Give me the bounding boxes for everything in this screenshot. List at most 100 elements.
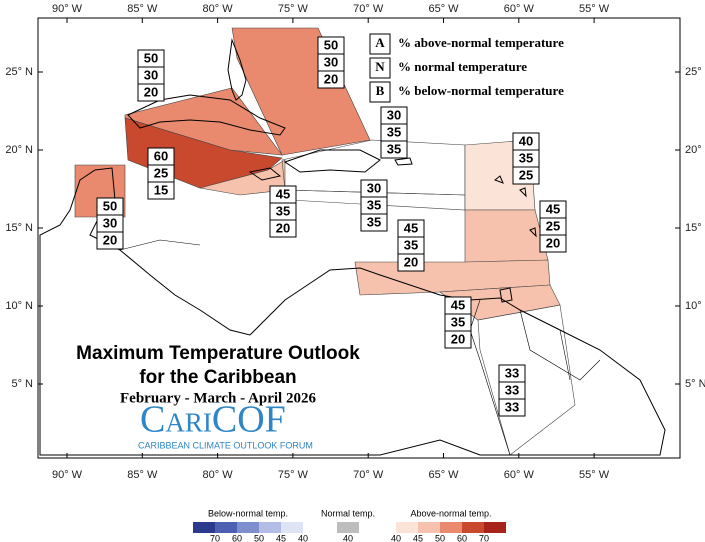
- lat-label: 15° N: [5, 222, 33, 234]
- lon-label: 75° W: [278, 3, 309, 15]
- lon-label: 65° W: [428, 469, 459, 481]
- colorbar-swatch: [484, 522, 506, 533]
- colorbar-tick: 70: [210, 533, 220, 542]
- prob-value: 35: [519, 150, 533, 165]
- prob-box: [444, 330, 472, 349]
- colorbar-tick: 50: [254, 533, 264, 542]
- prob-box: [512, 166, 540, 185]
- key-text: % above-normal temperature: [398, 35, 564, 50]
- key: A % above-normal temperature N % normal tem…: [369, 33, 564, 103]
- lat-label: 10° N: [685, 300, 705, 312]
- logo-subtitle: CARIBBEAN CLIMATE OUTLOOK FORUM: [138, 440, 313, 450]
- lat-label: 25° N: [685, 66, 705, 78]
- prob-box: [380, 140, 408, 159]
- key-text: % below-normal temperature: [398, 83, 564, 98]
- prob-value: 30: [324, 54, 338, 69]
- coastlines: [39, 38, 666, 456]
- prob-box: [539, 234, 567, 253]
- prob-value: 20: [404, 254, 418, 269]
- period: February - March - April 2026: [120, 390, 316, 406]
- prob-value: 35: [276, 203, 290, 218]
- colorbar-tick: 40: [343, 533, 353, 542]
- colorbar-swatch: [259, 522, 281, 533]
- lat-label: 20° N: [685, 144, 705, 156]
- prob-value: 25: [546, 218, 560, 233]
- prob-value: 33: [505, 382, 519, 397]
- prob-box: [397, 253, 425, 272]
- key-box: [369, 33, 391, 55]
- prob-value: 60: [154, 148, 168, 163]
- prob-value: 20: [276, 220, 290, 235]
- prob-value: 30: [387, 107, 401, 122]
- key-text: % normal temperature: [398, 59, 527, 74]
- prob-box: [317, 70, 345, 89]
- lon-label: 80° W: [203, 469, 234, 481]
- prob-value: 20: [103, 232, 117, 247]
- lon-label: 90° W: [52, 3, 83, 15]
- prob-value: 40: [519, 133, 533, 148]
- prob-value: 45: [546, 201, 560, 216]
- logo-name: CariCOF: [140, 399, 286, 441]
- title: Maximum Temperature Outlook: [76, 343, 360, 364]
- key-letter: N: [375, 59, 385, 74]
- prob-value: 33: [505, 399, 519, 414]
- colorbar-swatch: [281, 522, 303, 533]
- colorbar-swatch: [337, 522, 359, 533]
- colorbar: Below-normal temp. 70 60 50 45 40 Normal temp.…: [193, 508, 506, 542]
- lon-label: 85° W: [127, 469, 158, 481]
- colorbar-swatch: [396, 522, 418, 533]
- prob-value: 50: [324, 37, 338, 52]
- colorbar-tick: 40: [391, 533, 401, 542]
- prob-box: [360, 213, 388, 232]
- prob-value: 25: [154, 165, 168, 180]
- prob-value: 45: [276, 186, 290, 201]
- prob-value: 50: [103, 198, 117, 213]
- prob-value: 25: [519, 167, 533, 182]
- key-box: [369, 57, 391, 79]
- title-line2: for the Caribbean: [139, 367, 296, 388]
- region: [477, 304, 576, 456]
- lat-label: 25° N: [5, 66, 33, 78]
- prob-value: 35: [404, 237, 418, 252]
- prob-value: 35: [387, 124, 401, 139]
- lon-label: 65° W: [428, 3, 459, 15]
- prob-box: [269, 219, 297, 238]
- colorbar-tick: 70: [479, 533, 489, 542]
- lat-label: 5° N: [11, 378, 33, 390]
- colorbar-label: Below-normal temp.: [208, 508, 288, 518]
- prob-box: [147, 181, 175, 200]
- key-box: [369, 81, 391, 103]
- region: [199, 159, 286, 196]
- prob-value: 45: [404, 220, 418, 235]
- prob-value: 45: [451, 297, 465, 312]
- prob-value: 15: [154, 182, 168, 197]
- prob-value: 35: [451, 314, 465, 329]
- colorbar-tick: 50: [435, 533, 445, 542]
- lon-label: 70° W: [353, 3, 384, 15]
- prob-value: 20: [144, 84, 158, 99]
- lat-label: 20° N: [5, 144, 33, 156]
- prob-box: [498, 398, 526, 417]
- prob-value: 35: [367, 197, 381, 212]
- colorbar-tick: 45: [413, 533, 423, 542]
- regions: [74, 27, 576, 456]
- colorbar-swatch: [418, 522, 440, 533]
- colorbar-label: Normal temp.: [321, 508, 375, 518]
- prob-value: 20: [451, 331, 465, 346]
- colorbar-tick: 60: [457, 533, 467, 542]
- prob-value: 20: [546, 235, 560, 250]
- colorbar-swatch: [193, 522, 215, 533]
- prob-value: 30: [367, 180, 381, 195]
- lon-label: 75° W: [278, 469, 309, 481]
- colorbar-label: Above-normal temp.: [410, 508, 491, 518]
- lon-label: 90° W: [52, 469, 83, 481]
- colorbar-swatch: [237, 522, 259, 533]
- prob-value: 20: [324, 71, 338, 86]
- colorbar-swatch: [440, 522, 462, 533]
- lon-label: 55° W: [579, 3, 610, 15]
- colorbar-tick: 40: [298, 533, 308, 542]
- lat-label: 15° N: [685, 222, 705, 234]
- prob-value: 35: [367, 214, 381, 229]
- colorbar-swatch: [462, 522, 484, 533]
